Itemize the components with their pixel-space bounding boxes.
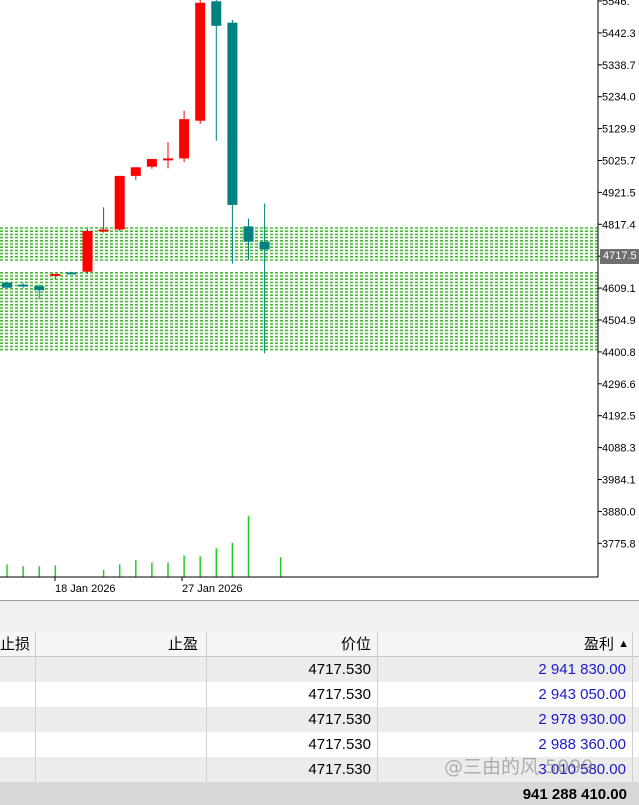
column-header-stop-loss[interactable]: 止损 bbox=[0, 632, 36, 657]
total-profit: 941 288 410.00 bbox=[522, 786, 627, 803]
column-header-price[interactable]: 价位 bbox=[207, 632, 378, 657]
total-row: 941 288 410.00 bbox=[0, 782, 639, 805]
price-tick-label: 4504.9 bbox=[602, 315, 636, 327]
candle-body bbox=[146, 159, 157, 167]
column-header-extra bbox=[633, 632, 639, 657]
price-tick-label: 3984.1 bbox=[602, 475, 636, 487]
price-cell: 4717.530 bbox=[207, 707, 378, 732]
take-profit-cell bbox=[36, 757, 207, 782]
take-profit-cell bbox=[36, 732, 207, 757]
table-row[interactable]: 4717.530 3 010 580.00 bbox=[0, 757, 639, 782]
price-tick-label: 5025.7 bbox=[602, 156, 636, 168]
column-header-profit[interactable]: 盈利 ▲ bbox=[378, 632, 633, 657]
stop-loss-cell bbox=[0, 682, 36, 707]
price-tick-label: 4296.6 bbox=[602, 379, 636, 391]
price-cell: 4717.530 bbox=[207, 757, 378, 782]
price-tick-label: 5234.0 bbox=[602, 92, 636, 104]
sort-ascending-icon: ▲ bbox=[618, 638, 629, 650]
price-cell: 4717.530 bbox=[207, 682, 378, 707]
row-extra-cell bbox=[633, 657, 639, 682]
candle-body bbox=[2, 282, 12, 288]
positions-table: 止损 止盈 价位 盈利 ▲ 4717.530 2 941 830.00 4717.5… bbox=[0, 632, 639, 805]
candle-body bbox=[98, 229, 109, 232]
price-tick-label: 4192.5 bbox=[602, 411, 636, 423]
profit-cell: 2 943 050.00 bbox=[378, 682, 633, 707]
candle-body bbox=[195, 2, 206, 121]
price-tick-label: 3775.8 bbox=[602, 538, 636, 550]
stop-loss-cell bbox=[0, 657, 36, 682]
time-tick-label: 18 Jan 2026 bbox=[55, 583, 116, 595]
profit-cell: 3 010 580.00 bbox=[378, 757, 633, 782]
price-tick-label: 5546. bbox=[602, 0, 630, 8]
stop-loss-cell bbox=[0, 757, 36, 782]
table-row[interactable]: 4717.530 2 988 360.00 bbox=[0, 732, 639, 757]
price-cell: 4717.530 bbox=[207, 732, 378, 757]
price-tick-label: 4817.4 bbox=[602, 219, 636, 231]
candle-body bbox=[243, 226, 254, 242]
price-cell: 4717.530 bbox=[207, 657, 378, 682]
table-row[interactable]: 4717.530 2 941 830.00 bbox=[0, 657, 639, 682]
price-tick-label: 5129.9 bbox=[602, 124, 636, 136]
current-price-tag: 4717.5 bbox=[600, 249, 639, 264]
stop-loss-cell bbox=[0, 707, 36, 732]
candle-body bbox=[163, 158, 173, 161]
panel-separator[interactable] bbox=[0, 600, 639, 632]
price-tick-label: 5338.7 bbox=[602, 60, 636, 72]
row-extra-cell bbox=[633, 757, 639, 782]
table-header-row: 止损 止盈 价位 盈利 ▲ bbox=[0, 632, 639, 657]
price-tick-label: 3880.0 bbox=[602, 506, 636, 518]
profit-cell: 2 988 360.00 bbox=[378, 732, 633, 757]
candle-body bbox=[18, 284, 29, 287]
table-row[interactable]: 4717.530 2 978 930.00 bbox=[0, 707, 639, 732]
profit-cell: 2 941 830.00 bbox=[378, 657, 633, 682]
row-extra-cell bbox=[633, 732, 639, 757]
price-tick-label: 4400.8 bbox=[602, 347, 636, 359]
price-tick-label: 5442.3 bbox=[602, 28, 636, 40]
candle-body bbox=[211, 1, 222, 26]
take-profit-cell bbox=[36, 657, 207, 682]
candle-body bbox=[130, 167, 141, 176]
row-extra-cell bbox=[633, 682, 639, 707]
price-chart[interactable]: 5546. 5442.3 5338.7 5234.0 5129.9 5025.7 4921.… bbox=[0, 0, 639, 600]
candle-body bbox=[114, 175, 125, 230]
candle-body bbox=[50, 273, 61, 276]
candle-body bbox=[34, 286, 45, 291]
time-tick-label: 27 Jan 2026 bbox=[182, 583, 243, 595]
row-extra-cell bbox=[633, 707, 639, 732]
column-header-profit-label: 盈利 bbox=[583, 636, 614, 653]
take-profit-cell bbox=[36, 682, 207, 707]
candle-body bbox=[259, 241, 270, 250]
candle-body bbox=[82, 231, 93, 272]
stop-loss-cell bbox=[0, 732, 36, 757]
candle-body bbox=[179, 119, 190, 159]
profit-cell: 2 978 930.00 bbox=[378, 707, 633, 732]
chart-canvas[interactable]: 5546. 5442.3 5338.7 5234.0 5129.9 5025.7 4921.… bbox=[0, 0, 639, 600]
price-tick-label: 4609.1 bbox=[602, 283, 636, 295]
take-profit-cell bbox=[36, 707, 207, 732]
candle-body bbox=[227, 22, 238, 205]
price-tick-label: 4088.3 bbox=[602, 443, 636, 455]
table-row[interactable]: 4717.530 2 943 050.00 bbox=[0, 682, 639, 707]
column-header-take-profit[interactable]: 止盈 bbox=[36, 632, 207, 657]
price-tick-label: 4921.5 bbox=[602, 187, 636, 199]
candle-body bbox=[66, 272, 77, 275]
